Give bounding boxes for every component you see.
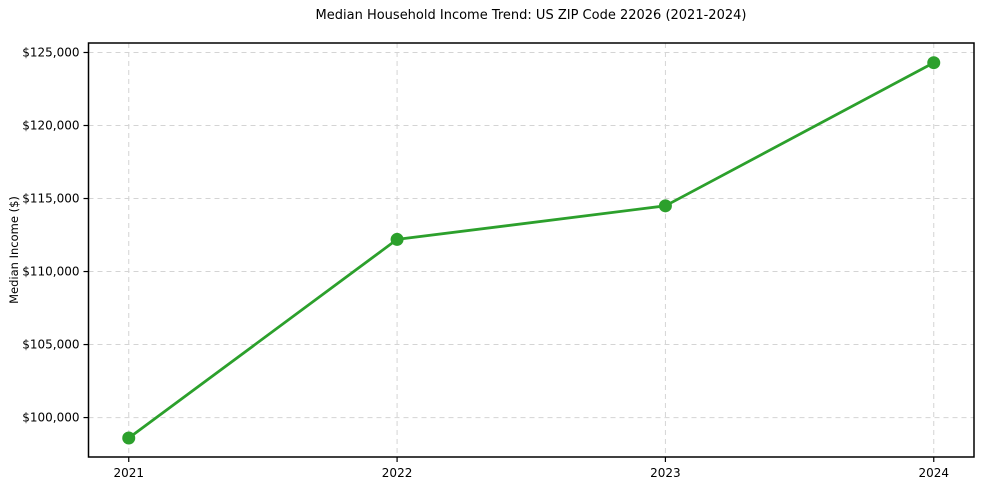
data-point-2024 [927,56,941,70]
chart-title: Median Household Income Trend: US ZIP Co… [315,8,747,23]
data-point-2022 [390,232,404,246]
x-tick-label: 2024 [918,466,949,480]
data-point-2023 [658,199,672,213]
trend-line [127,61,936,440]
x-tick-label: 2021 [113,466,144,480]
data-point-2021 [122,431,136,445]
x-tick-label: 2022 [382,466,413,480]
y-tick-label: $120,000 [22,119,79,133]
y-tick-label: $125,000 [22,45,79,59]
y-tick-label: $110,000 [22,265,79,279]
x-tick-label: 2023 [650,466,681,480]
y-tick-label: $115,000 [22,192,79,206]
plot-border [87,42,975,458]
y-tick-label: $105,000 [22,338,79,352]
y-tick-label: $100,000 [22,411,79,425]
